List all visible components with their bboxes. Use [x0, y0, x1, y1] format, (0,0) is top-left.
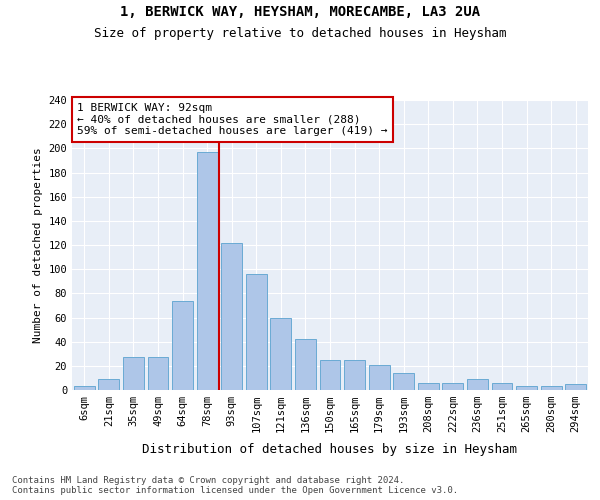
Text: 1 BERWICK WAY: 92sqm
← 40% of detached houses are smaller (288)
59% of semi-deta: 1 BERWICK WAY: 92sqm ← 40% of detached h…	[77, 103, 388, 136]
Bar	[541, 386, 562, 390]
Bar	[246, 274, 267, 390]
Bar	[368, 364, 389, 390]
Bar	[442, 383, 463, 390]
Bar	[172, 300, 193, 390]
Bar	[467, 379, 488, 390]
Bar	[271, 318, 292, 390]
Bar	[565, 384, 586, 390]
Bar	[418, 383, 439, 390]
Y-axis label: Number of detached properties: Number of detached properties	[33, 147, 43, 343]
Bar	[516, 386, 537, 390]
Bar	[148, 358, 169, 390]
Bar	[491, 383, 512, 390]
Bar	[98, 379, 119, 390]
Text: Distribution of detached houses by size in Heysham: Distribution of detached houses by size …	[143, 442, 517, 456]
Bar	[123, 358, 144, 390]
Bar	[74, 386, 95, 390]
Bar	[221, 242, 242, 390]
Text: Contains HM Land Registry data © Crown copyright and database right 2024.
Contai: Contains HM Land Registry data © Crown c…	[12, 476, 458, 495]
Text: Size of property relative to detached houses in Heysham: Size of property relative to detached ho…	[94, 28, 506, 40]
Bar	[320, 360, 340, 390]
Bar	[344, 360, 365, 390]
Bar	[393, 373, 414, 390]
Text: 1, BERWICK WAY, HEYSHAM, MORECAMBE, LA3 2UA: 1, BERWICK WAY, HEYSHAM, MORECAMBE, LA3 …	[120, 5, 480, 19]
Bar	[295, 339, 316, 390]
Bar	[197, 152, 218, 390]
